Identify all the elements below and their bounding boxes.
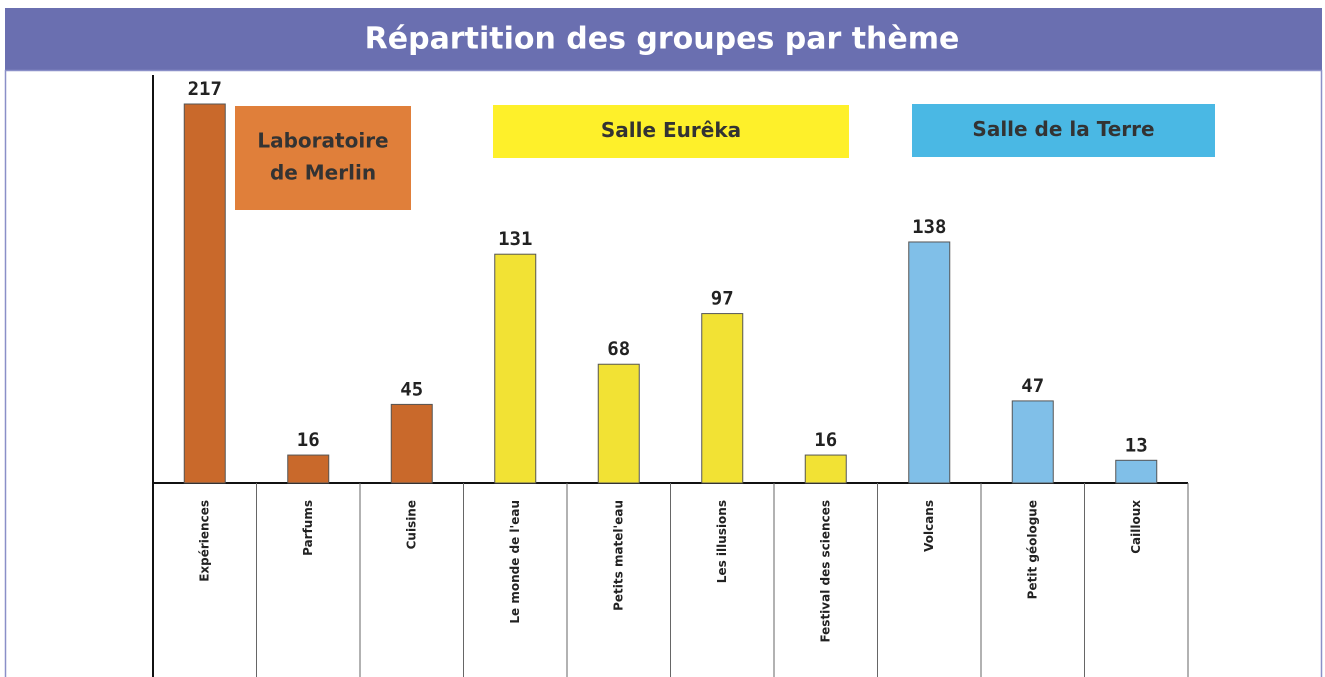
bar bbox=[287, 454, 330, 484]
bar bbox=[390, 403, 433, 484]
bar bbox=[804, 454, 847, 484]
frame bbox=[4, 69, 1323, 677]
x-tick-label: Parfums bbox=[301, 500, 315, 556]
value-label: 138 bbox=[912, 216, 946, 238]
value-label: 68 bbox=[607, 338, 630, 360]
bar bbox=[701, 313, 744, 484]
x-tick-label: Cailloux bbox=[1129, 500, 1143, 554]
bar bbox=[1115, 459, 1158, 484]
bar bbox=[494, 253, 537, 484]
x-tick-label: Volcans bbox=[922, 500, 936, 552]
x-tick-label: Cuisine bbox=[404, 500, 418, 549]
group-label: Salle de la Terre bbox=[972, 117, 1154, 141]
value-label: 13 bbox=[1125, 434, 1148, 456]
value-label: 217 bbox=[188, 78, 222, 100]
group-label: Salle Eurêka bbox=[601, 118, 741, 142]
chart-title: Répartition des groupes par thème bbox=[365, 22, 960, 57]
x-tick-label: Le monde de l'eau bbox=[508, 500, 522, 624]
value-label: 16 bbox=[814, 429, 837, 451]
x-tick-label: Expériences bbox=[197, 500, 211, 582]
group-box bbox=[493, 105, 849, 158]
x-tick-label: Festival des sciences bbox=[818, 500, 832, 643]
value-label: 97 bbox=[711, 288, 734, 310]
header-band bbox=[5, 8, 1322, 70]
group-label: de Merlin bbox=[270, 161, 376, 185]
group-label: Laboratoire bbox=[257, 129, 388, 153]
group-box bbox=[912, 104, 1215, 157]
x-tick-label: Petits matel'eau bbox=[611, 500, 625, 611]
bar bbox=[1011, 400, 1054, 484]
x-tick-label: Les illusions bbox=[715, 500, 729, 583]
bar bbox=[183, 103, 226, 484]
bar bbox=[908, 241, 951, 484]
bar bbox=[597, 363, 640, 484]
value-label: 45 bbox=[400, 378, 423, 400]
value-label: 47 bbox=[1021, 375, 1044, 397]
group-box bbox=[235, 106, 411, 210]
value-label: 131 bbox=[498, 228, 532, 250]
x-tick-label: Petit géologue bbox=[1025, 500, 1039, 599]
value-label: 16 bbox=[297, 429, 320, 451]
